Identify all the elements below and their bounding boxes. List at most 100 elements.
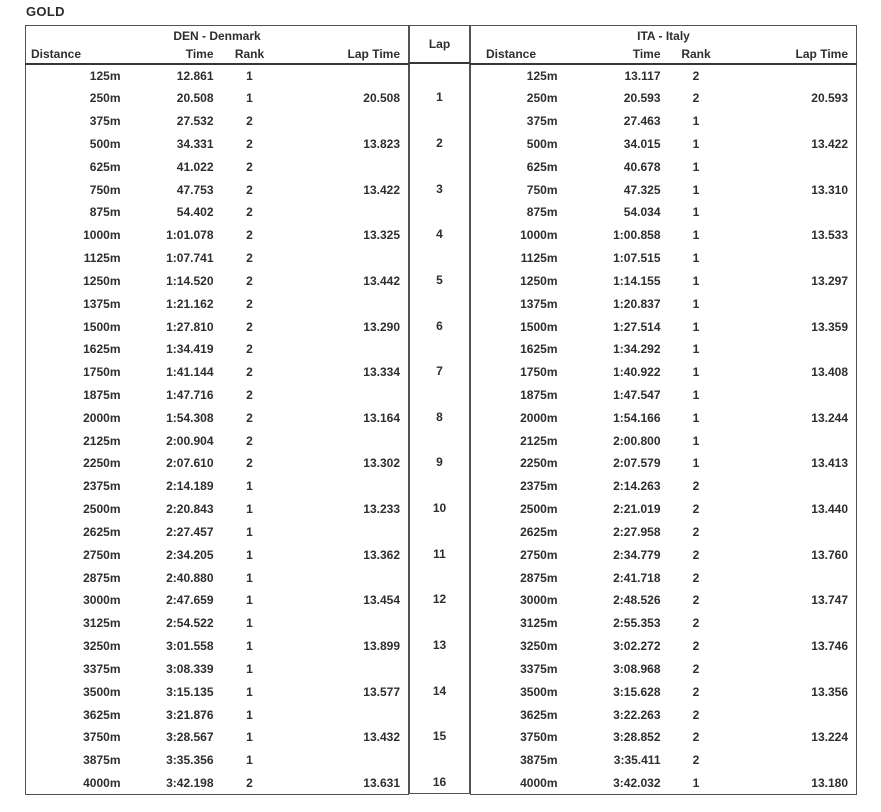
den-time-cell: 2:27.457 (166, 524, 214, 539)
den-time-cell: 2:14.189 (166, 479, 214, 494)
den-distance-cell: 1875m (83, 388, 121, 402)
den-rank-cell: 1 (246, 547, 253, 562)
lap-number-cell: 4 (436, 227, 443, 242)
den-time-cell: 1:27.810 (166, 319, 214, 334)
ita-table-row: 3750m 3:28.852 2 13.224 (471, 726, 857, 749)
ita-table-row: 250m 20.593 2 20.593 (471, 87, 857, 110)
lap-number-cell: 3 (436, 181, 443, 196)
results-sheet: GOLD DEN - Denmark Distance Time Rank La… (25, 5, 857, 795)
ita-rank-cell: 1 (692, 228, 700, 243)
lap-table-row (410, 657, 470, 680)
ita-time-cell: 1:14.155 (613, 273, 661, 288)
ita-time-cell: 40.678 (623, 159, 661, 174)
den-table-row: 1500m 1:27.810 2 13.290 (26, 315, 409, 338)
den-lap-time-cell: 13.362 (363, 547, 400, 562)
den-distance-cell: 375m (89, 114, 121, 129)
den-lap-time-cell (284, 110, 409, 133)
ita-lap-time-cell: 13.747 (811, 593, 848, 608)
den-distance-cell: 3625m (83, 707, 121, 722)
ita-distance-cell: 375m (526, 114, 558, 129)
den-lap-time-cell (284, 566, 409, 589)
lap-table-row (410, 520, 470, 543)
lap-number-cell: 12 (432, 592, 447, 607)
den-distance-cell: 2750m (83, 547, 121, 562)
ita-time-cell: 1:34.292 (613, 342, 661, 357)
ita-table-row: 3625m 3:22.263 2 (471, 703, 857, 726)
den-lap-time-cell: 13.334 (363, 365, 400, 380)
den-time-cell: 27.532 (176, 114, 214, 129)
lap-table-row (410, 428, 470, 451)
lap-table-row: 11 (410, 542, 470, 565)
lap-number-cell: 8 (436, 409, 443, 424)
den-lap-time-cell (284, 201, 409, 224)
den-time-cell: 1:54.308 (166, 410, 214, 425)
den-distance-cell: 1125m (83, 251, 121, 266)
den-rank-cell: 2 (246, 205, 253, 220)
den-rank-cell: 2 (246, 251, 253, 266)
ita-lap-time-cell: 13.297 (811, 273, 848, 288)
den-lap-time-cell: 13.302 (363, 456, 400, 471)
den-table-row: 2000m 1:54.308 2 13.164 (26, 406, 409, 429)
ita-lap-time-cell: 13.224 (811, 730, 848, 745)
ita-distance-cell: 1125m (520, 251, 558, 266)
den-rank-cell: 1 (246, 684, 253, 699)
lap-number-cell: 10 (432, 501, 447, 516)
lap-table-row (410, 246, 470, 269)
lap-table-row: 16 (410, 771, 470, 794)
ita-distance-cell: 1750m (520, 365, 558, 380)
den-time-cell: 1:14.520 (166, 273, 214, 288)
ita-table-row: 1375m 1:20.837 1 (471, 292, 857, 315)
lap-table-row (410, 291, 470, 314)
lap-table-row (410, 474, 470, 497)
den-time-cell: 3:01.558 (166, 639, 214, 654)
ita-distance-cell: 125m (526, 68, 558, 83)
ita-distance-cell: 625m (526, 159, 558, 174)
den-table-row: 4000m 3:42.198 2 13.631 (26, 772, 409, 795)
ita-time-cell: 1:27.514 (613, 319, 661, 334)
lap-number-cell: 16 (432, 774, 447, 789)
den-rank-cell: 1 (246, 661, 253, 676)
den-lap-time-cell (284, 429, 409, 452)
ita-distance-cell: 3625m (520, 707, 558, 722)
ita-col-header-lap-time: Lap Time (723, 43, 857, 65)
den-lap-time-cell: 13.454 (363, 593, 400, 608)
den-col-header-distance: Distance (25, 43, 125, 65)
den-time-cell: 1:34.419 (166, 342, 214, 357)
ita-lap-time-cell: 13.533 (811, 228, 848, 243)
den-time-cell: 34.331 (176, 136, 214, 151)
ita-time-cell: 2:27.958 (613, 524, 661, 539)
ita-distance-cell: 500m (526, 136, 558, 151)
ita-rank-cell: 1 (692, 159, 700, 174)
ita-lap-time-cell (724, 612, 857, 635)
den-distance-cell: 1000m (83, 228, 121, 243)
den-distance-cell: 3750m (83, 730, 121, 745)
ita-table-row: 1500m 1:27.514 1 13.359 (471, 315, 857, 338)
den-distance-cell: 625m (89, 159, 121, 174)
ita-table-row: 625m 40.678 1 (471, 155, 857, 178)
den-rank-cell: 2 (246, 775, 253, 790)
ita-time-cell: 3:42.032 (613, 775, 661, 790)
den-rank-cell: 2 (246, 159, 253, 174)
ita-table-row: 500m 34.015 1 13.422 (471, 132, 857, 155)
ita-table-row: 1625m 1:34.292 1 (471, 338, 857, 361)
lap-number-cell (410, 200, 470, 223)
lap-number-cell (410, 565, 470, 588)
ita-distance-cell: 2875m (520, 570, 558, 585)
ita-time-cell: 2:48.526 (613, 593, 661, 608)
lap-table-row: 13 (410, 634, 470, 657)
ita-rank-cell: 1 (692, 342, 700, 357)
ita-distance-cell: 3375m (520, 661, 558, 676)
ita-lap-time-cell: 13.310 (811, 182, 848, 197)
lap-number-cell: 7 (436, 364, 443, 379)
den-time-cell: 1:41.144 (166, 365, 214, 380)
ita-time-cell: 3:08.968 (613, 661, 661, 676)
den-time-cell: 41.022 (176, 159, 214, 174)
ita-time-cell: 13.117 (624, 68, 661, 83)
ita-table-row: 3125m 2:55.353 2 (471, 612, 857, 635)
ita-col-header-distance: Distance (470, 43, 562, 65)
den-time-cell: 1:47.716 (166, 388, 214, 402)
ita-rank-cell: 1 (692, 296, 700, 311)
den-table-row: 1750m 1:41.144 2 13.334 (26, 361, 409, 384)
den-lap-time-cell (284, 155, 409, 178)
ita-col-header-time: Time (561, 43, 669, 65)
